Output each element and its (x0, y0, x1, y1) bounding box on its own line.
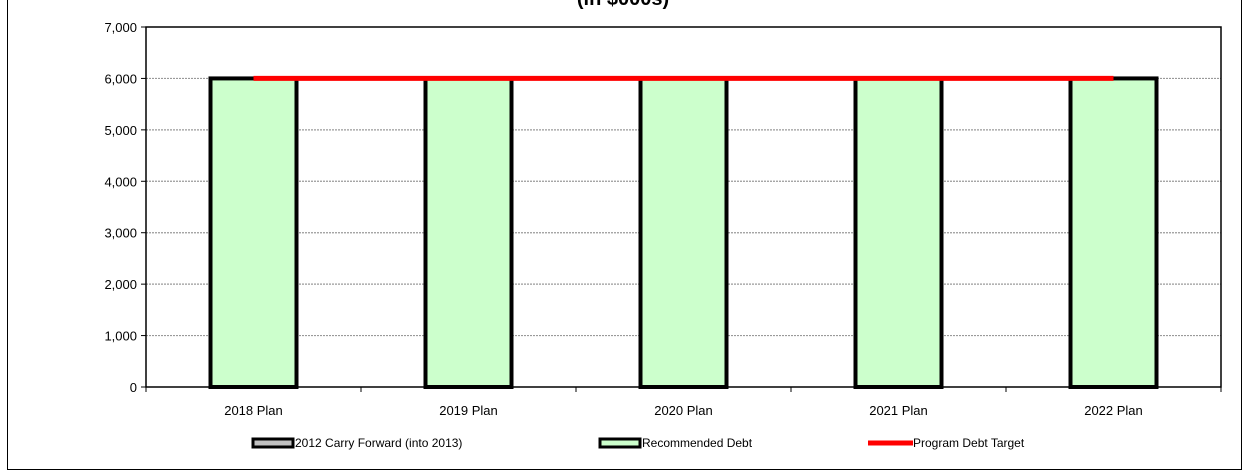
legend-item: Program Debt Target (868, 436, 1025, 450)
legend-label: 2012 Carry Forward (into 2013) (295, 436, 462, 450)
y-tick-label: 3,000 (104, 226, 137, 241)
legend: 2012 Carry Forward (into 2013) Recommende… (251, 436, 1025, 450)
bar-recommended-debt (853, 76, 944, 390)
legend-swatch (598, 437, 642, 449)
legend-item: Recommended Debt (598, 436, 753, 450)
x-tick-label: 2020 Plan (654, 403, 713, 418)
chart-title: (in $000s) (0, 0, 1246, 11)
axes: 0 1,000 2,000 3,000 4,000 5,000 6,000 7,000 2018… (104, 20, 1222, 418)
y-tick-label: 5,000 (104, 123, 137, 138)
legend-label: Recommended Debt (642, 436, 753, 450)
x-tick-label: 2019 Plan (439, 403, 498, 418)
legend-swatch (251, 437, 295, 449)
legend-item: 2012 Carry Forward (into 2013) (251, 436, 462, 450)
bar-recommended-debt (423, 76, 514, 390)
y-tick-label: 0 (130, 380, 137, 395)
legend-label: Program Debt Target (913, 436, 1025, 450)
bar-recommended-debt (638, 76, 729, 390)
bar-recommended-debt (208, 76, 299, 390)
bar-recommended-debt (1068, 76, 1159, 390)
y-tick-label: 1,000 (104, 329, 137, 344)
chart-frame (7, 0, 1242, 470)
y-tick-label: 6,000 (104, 71, 137, 86)
y-tick-label: 4,000 (104, 174, 137, 189)
plot-area (145, 26, 1222, 388)
y-tick-label: 2,000 (104, 277, 137, 292)
x-tick-label: 2022 Plan (1084, 403, 1143, 418)
x-tick-label: 2018 Plan (224, 403, 283, 418)
y-tick-label: 7,000 (104, 20, 137, 35)
x-tick-label: 2021 Plan (869, 403, 928, 418)
